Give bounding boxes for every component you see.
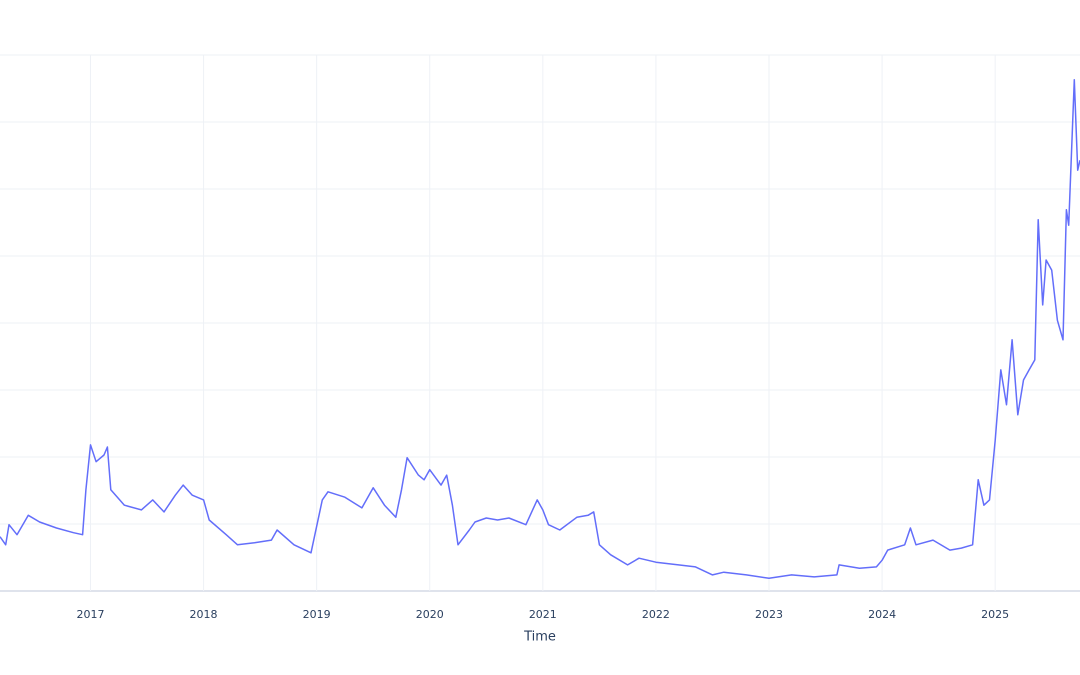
x-axis-title: Time — [523, 630, 556, 645]
x-tick-label: 2023 — [755, 608, 783, 621]
x-tick-label: 2024 — [868, 608, 896, 621]
x-tick-label: 2022 — [642, 608, 670, 621]
x-tick-label: 2019 — [303, 608, 331, 621]
x-tick-label: 2021 — [529, 608, 557, 621]
x-tick-label: 2025 — [981, 608, 1009, 621]
x-tick-label: 2017 — [76, 608, 104, 621]
line-series — [0, 79, 1080, 580]
x-tick-label: 2018 — [190, 608, 218, 621]
x-tick-label: 2020 — [416, 608, 444, 621]
